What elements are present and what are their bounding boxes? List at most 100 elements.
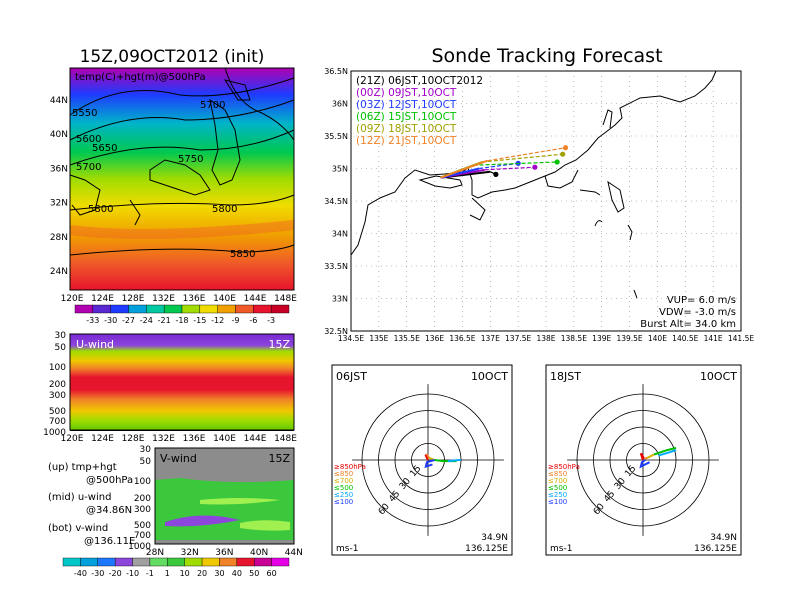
hodo-left-lat: 34.9N <box>481 533 508 543</box>
sonde-parameters: VUP= 6.0 m/s VDW= -3.0 m/s Burst Alt= 34… <box>640 295 736 330</box>
pressure-tick-label: 300 <box>49 391 66 401</box>
lon-tick-label: 141E <box>704 334 723 343</box>
colorbar-label: 10 <box>180 569 190 578</box>
note-line: (mid) u-wind <box>48 492 111 503</box>
lon-tick-label: 140E <box>213 294 236 304</box>
longitude-ticks: 120E 124E 128E 132E 136E 140E 144E 148E <box>61 294 298 304</box>
contour-label: 5650 <box>92 143 117 154</box>
landing-point <box>532 164 538 170</box>
lat-tick-label: 28N <box>146 548 164 558</box>
track-legend-entry: (06Z) 15JST,10OCT <box>356 111 457 123</box>
colorbar-label: -12 <box>211 316 224 325</box>
colorbar-label: -18 <box>175 316 188 325</box>
v-wind-latitude-ticks: 28N 32N 36N 40N 44N <box>146 548 303 558</box>
hodo-right-date: 10OCT <box>700 370 737 383</box>
contour-label: 5700 <box>76 162 101 173</box>
lat-tick-label: 40N <box>250 548 268 558</box>
lat-tick-label: 35.5N <box>324 132 348 141</box>
lon-tick-label: 140.5E <box>672 334 698 343</box>
track-legend: (21Z) 06JST,10OCT2012(00Z) 09JST,10OCT (0… <box>356 75 483 147</box>
hodo-left-lon: 136.125E <box>465 544 508 554</box>
colorbar-cell <box>184 557 203 567</box>
colorbar-cell <box>110 304 129 314</box>
temperature-field <box>70 68 294 290</box>
lat-tick-label: 36N <box>215 548 233 558</box>
landing-point <box>493 171 499 177</box>
v-wind-time: 15Z <box>268 452 290 465</box>
hodo-right-lon: 136.125E <box>694 544 737 554</box>
height-contours <box>69 67 295 256</box>
note-line: @34.86N <box>86 505 132 516</box>
colorbar-label: 20 <box>197 569 207 578</box>
hodo-trace <box>658 449 677 457</box>
track-latitude-ticks: 36.5N 36N 35.5N 35N 34.5N 34N 33.5N 33N 32.5N <box>324 67 348 336</box>
colorbar-label: -1 <box>146 569 154 578</box>
contour-label: 5700 <box>200 100 225 111</box>
u-wind-field <box>70 334 294 430</box>
lon-tick-label: 140E <box>213 434 236 444</box>
track-legend-entry: (12Z) 21JST,10OCT <box>356 135 457 147</box>
lon-tick-label: 136E <box>425 334 444 343</box>
latitude-ticks: 44N 40N 36N 32N 28N 24N <box>50 96 68 277</box>
panel-notes: (up) tmp+hgt @500hPa (mid) u-wind @34.86… <box>48 462 135 547</box>
colorbar-label: -3 <box>267 316 275 325</box>
right-title: Sonde Tracking Forecast <box>431 45 662 67</box>
track-longitude-ticks: 134.5E 135E 135.5E 136E 136.5E 137E 137.5E 138E… <box>338 334 754 343</box>
lon-tick-label: 137E <box>481 334 500 343</box>
pressure-tick-label: 200 <box>49 380 66 390</box>
hodo-level-label: ≤700 <box>334 477 353 485</box>
colorbar-cell <box>253 304 272 314</box>
left-title: 15Z,09OCT2012 (init) <box>80 47 265 67</box>
track-legend-entry: (00Z) 09JST,10OCT <box>356 87 457 99</box>
colorbar-cell <box>181 304 201 314</box>
hodo-level-label: ≤100 <box>548 498 567 506</box>
contour-labels: 5550 5600 5650 5700 5700 5750 5800 5800 … <box>72 100 255 260</box>
pressure-tick-label: 500 <box>49 407 66 417</box>
hodo-trace <box>643 456 648 460</box>
hodo-level-label: ≤250 <box>548 491 567 499</box>
hodo-level-label: ≤250 <box>334 491 353 499</box>
param-vdw: VDW= -3.0 m/s <box>659 307 736 318</box>
hodograph-right: 18JST 10OCT 34.9N 136.125E ms-1 15304560… <box>545 364 742 556</box>
colorbar-cell <box>271 557 290 567</box>
descent-track <box>481 153 563 163</box>
hodo-trace <box>424 459 435 469</box>
colorbar-label: -9 <box>232 316 240 325</box>
note-line: @136.11E <box>84 536 135 547</box>
hodograph-left: 06JST 10OCT 34.9N 136.125E ms-1 15304560… <box>331 364 513 556</box>
lat-tick-label: 44N <box>50 96 68 106</box>
colorbar-cell <box>235 304 254 314</box>
lon-tick-label: 135E <box>369 334 388 343</box>
pressure-tick-label: 200 <box>134 494 151 504</box>
contour-label: 5600 <box>76 134 101 145</box>
pressure-tick-label: 100 <box>134 477 151 487</box>
pressure-tick-label: 700 <box>134 531 151 541</box>
temperature-colorbar: -33 -30 -27 -24 -21 -18 -15 -12 -9 -6 -3 <box>74 304 290 325</box>
landing-point <box>562 145 569 151</box>
pressure-tick-label: 500 <box>134 521 151 531</box>
hodo-left-time: 06JST <box>336 370 367 383</box>
lat-tick-label: 36N <box>50 164 68 174</box>
colorbar-cell <box>163 304 183 314</box>
colorbar-cell <box>254 557 272 567</box>
lon-tick-label: 128E <box>122 294 145 304</box>
lon-tick-label: 148E <box>274 434 297 444</box>
hodo-left-unit: ms-1 <box>336 544 358 554</box>
hodo-trace <box>447 459 461 463</box>
colorbar-cell <box>219 557 238 567</box>
track-legend-entry: (21Z) 06JST,10OCT2012 <box>356 75 483 87</box>
hodo-trace <box>639 452 645 461</box>
colorbar-label: -6 <box>249 316 257 325</box>
landing-point <box>554 159 560 165</box>
lon-tick-label: 120E <box>61 434 84 444</box>
colorbar-cell <box>92 304 111 314</box>
hodo-trace <box>653 446 677 456</box>
contour-label: 5550 <box>72 108 97 119</box>
contour-label: 5800 <box>88 204 113 215</box>
lon-tick-label: 124E <box>91 434 114 444</box>
hodo-level-label: ≤850 <box>548 470 567 478</box>
colorbar-label: 40 <box>232 569 242 578</box>
colorbar-cell <box>201 557 220 567</box>
hodo-trace <box>646 453 655 459</box>
pressure-tick-label: 30 <box>140 445 152 455</box>
